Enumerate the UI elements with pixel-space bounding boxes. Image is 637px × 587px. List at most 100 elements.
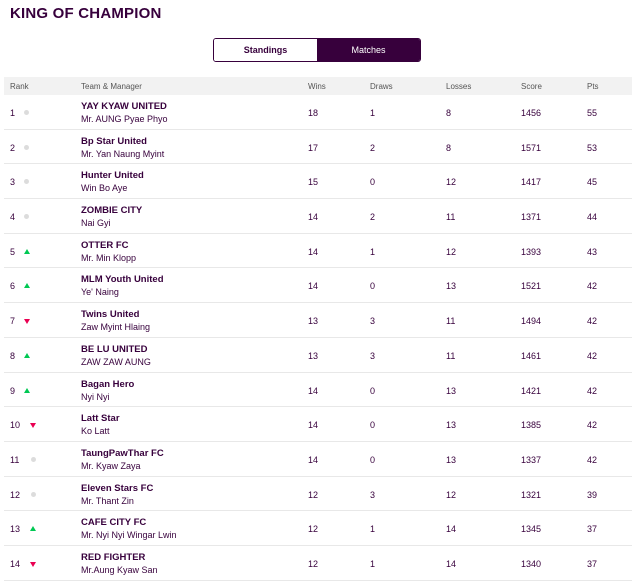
losses-cell: 14 bbox=[446, 524, 457, 535]
rank-cell: 14 bbox=[10, 558, 21, 569]
score-cell: 1321 bbox=[521, 489, 542, 500]
table-row[interactable]: 6 MLM Youth United Ye' Naing 14 0 13 1521 42 bbox=[4, 268, 632, 304]
no-change-dot-icon bbox=[24, 179, 29, 185]
score-cell: 1371 bbox=[521, 212, 542, 223]
pts-cell: 53 bbox=[587, 142, 598, 153]
manager-name: Zaw Myint Hlaing bbox=[81, 322, 151, 333]
losses-cell: 11 bbox=[446, 350, 456, 361]
arrow-up-icon bbox=[24, 248, 30, 254]
rank-cell: 4 bbox=[10, 212, 16, 223]
rank-cell: 11 bbox=[10, 454, 20, 465]
table-row[interactable]: 2 Bp Star United Mr. Yan Naung Myint 17 2 8 15… bbox=[4, 130, 632, 165]
manager-name: Nyi Nyi bbox=[81, 391, 110, 402]
team-name[interactable]: TaungPawThar FC bbox=[81, 447, 164, 459]
pts-cell: 43 bbox=[587, 246, 598, 257]
table-row[interactable]: 1 YAY KYAW UNITED Mr. AUNG Pyae Phyo 18 1 8 14… bbox=[4, 95, 632, 130]
page-title: KING OF CHAMPION bbox=[10, 5, 162, 22]
table-row[interactable]: 10 Latt Star Ko Latt 14 0 13 1385 42 bbox=[4, 407, 632, 442]
arrow-up-icon bbox=[30, 526, 36, 532]
table-row[interactable]: 7 Twins United Zaw Myint Hlaing 13 3 11 1494 42 bbox=[4, 303, 632, 338]
pts-cell: 42 bbox=[587, 420, 598, 431]
rank-cell: 7 bbox=[10, 316, 16, 327]
rank-cell: 8 bbox=[10, 350, 16, 361]
tab-matches[interactable]: Matches bbox=[317, 39, 420, 61]
manager-name: ZAW ZAW AUNG bbox=[81, 356, 151, 367]
manager-name: Mr. Nyi Nyi Wingar Lwin bbox=[81, 530, 177, 541]
wins-cell: 14 bbox=[308, 420, 319, 431]
wins-cell: 13 bbox=[308, 350, 319, 361]
score-cell: 1337 bbox=[521, 454, 542, 465]
draws-cell: 1 bbox=[370, 246, 376, 257]
wins-cell: 15 bbox=[308, 177, 319, 188]
wins-cell: 18 bbox=[308, 108, 319, 118]
losses-cell: 11 bbox=[446, 212, 456, 223]
score-cell: 1456 bbox=[521, 108, 542, 118]
score-cell: 1417 bbox=[521, 177, 542, 188]
team-name[interactable]: BE LU UNITED bbox=[81, 343, 148, 355]
wins-cell: 12 bbox=[308, 489, 319, 500]
header-losses: Losses bbox=[446, 82, 472, 91]
arrow-down-icon bbox=[30, 423, 36, 429]
losses-cell: 8 bbox=[446, 142, 452, 153]
manager-name: Mr. Thant Zin bbox=[81, 495, 134, 506]
no-change-dot-icon bbox=[31, 456, 36, 462]
losses-cell: 13 bbox=[446, 385, 457, 396]
table-row[interactable]: 5 OTTER FC Mr. Min Klopp 14 1 12 1393 43 bbox=[4, 234, 632, 269]
team-name[interactable]: Latt Star bbox=[81, 413, 120, 425]
team-name[interactable]: MLM Youth United bbox=[81, 274, 164, 286]
wins-cell: 17 bbox=[308, 142, 319, 153]
team-name[interactable]: Bagan Hero bbox=[81, 378, 135, 390]
standings-table: 1 YAY KYAW UNITED Mr. AUNG Pyae Phyo 18 1 8 14… bbox=[4, 95, 632, 581]
draws-cell: 3 bbox=[370, 350, 376, 361]
team-name[interactable]: Twins United bbox=[81, 309, 140, 321]
view-toggle: Standings Matches bbox=[213, 38, 421, 62]
manager-name: Nai Gyi bbox=[81, 218, 111, 229]
score-cell: 1571 bbox=[521, 142, 542, 153]
pts-cell: 42 bbox=[587, 281, 598, 292]
pts-cell: 44 bbox=[587, 212, 598, 223]
losses-cell: 13 bbox=[446, 420, 457, 431]
wins-cell: 14 bbox=[308, 385, 319, 396]
team-name[interactable]: RED FIGHTER bbox=[81, 551, 146, 563]
table-row[interactable]: 8 BE LU UNITED ZAW ZAW AUNG 13 3 11 1461 42 bbox=[4, 338, 632, 373]
losses-cell: 13 bbox=[446, 281, 457, 292]
rank-cell: 2 bbox=[10, 142, 16, 153]
score-cell: 1494 bbox=[521, 316, 542, 327]
rank-cell: 1 bbox=[10, 108, 16, 118]
no-change-dot-icon bbox=[24, 110, 29, 115]
pts-cell: 37 bbox=[587, 524, 598, 535]
manager-name: Ye' Naing bbox=[81, 287, 119, 298]
table-row[interactable]: 4 ZOMBIE CITY Nai Gyi 14 2 11 1371 44 bbox=[4, 199, 632, 234]
manager-name: Mr.Aung Kyaw San bbox=[81, 564, 158, 575]
table-row[interactable]: 3 Hunter United Win Bo Aye 15 0 12 1417 45 bbox=[4, 164, 632, 200]
tab-standings[interactable]: Standings bbox=[214, 39, 317, 61]
team-name[interactable]: Bp Star United bbox=[81, 135, 147, 147]
table-row[interactable]: 11 TaungPawThar FC Mr. Kyaw Zaya 14 0 13 1337 4… bbox=[4, 442, 632, 477]
team-name[interactable]: Eleven Stars FC bbox=[81, 482, 154, 494]
team-name[interactable]: Hunter United bbox=[81, 170, 144, 182]
losses-cell: 13 bbox=[446, 454, 457, 465]
wins-cell: 14 bbox=[308, 212, 319, 223]
header-team: Team & Manager bbox=[81, 82, 142, 91]
score-cell: 1461 bbox=[521, 350, 542, 361]
pts-cell: 42 bbox=[587, 350, 598, 361]
rank-cell: 5 bbox=[10, 246, 16, 257]
table-row[interactable]: 12 Eleven Stars FC Mr. Thant Zin 12 3 12 1321 3… bbox=[4, 477, 632, 512]
header-draws: Draws bbox=[370, 82, 393, 91]
table-row[interactable]: 9 Bagan Hero Nyi Nyi 14 0 13 1421 42 bbox=[4, 373, 632, 408]
score-cell: 1521 bbox=[521, 281, 542, 292]
table-row[interactable]: 13 CAFE CITY FC Mr. Nyi Nyi Wingar Lwin 12 1… bbox=[4, 511, 632, 546]
team-name[interactable]: OTTER FC bbox=[81, 239, 129, 251]
header-score: Score bbox=[521, 82, 542, 91]
manager-name: Mr. Kyaw Zaya bbox=[81, 460, 141, 471]
team-name[interactable]: YAY KYAW UNITED bbox=[81, 101, 167, 112]
team-name[interactable]: CAFE CITY FC bbox=[81, 517, 147, 529]
table-row[interactable]: 14 RED FIGHTER Mr.Aung Kyaw San 12 1 14 1340 37 bbox=[4, 546, 632, 581]
losses-cell: 12 bbox=[446, 489, 457, 500]
losses-cell: 14 bbox=[446, 558, 457, 569]
team-name[interactable]: ZOMBIE CITY bbox=[81, 205, 143, 217]
manager-name: Mr. Yan Naung Myint bbox=[81, 148, 165, 159]
pts-cell: 37 bbox=[587, 558, 598, 569]
draws-cell: 0 bbox=[370, 281, 376, 292]
header-pts: Pts bbox=[587, 82, 599, 91]
